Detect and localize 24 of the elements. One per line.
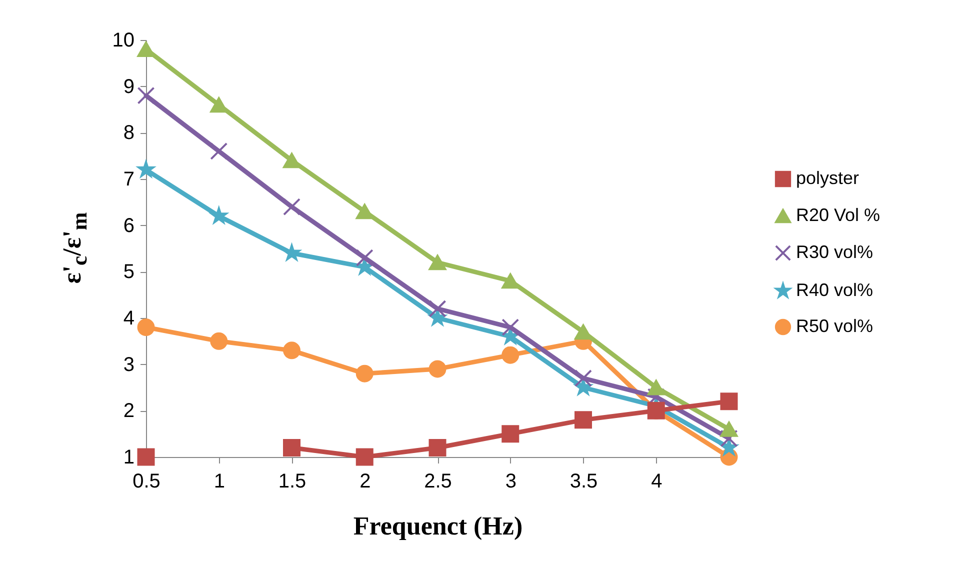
x-tick-label: 0.5: [132, 470, 160, 492]
legend-label: R20 Vol %: [796, 205, 880, 225]
y-tick-label: 5: [123, 261, 134, 284]
y-tick-label: 2: [123, 400, 134, 422]
x-tick-label: 3.5: [570, 470, 598, 492]
y-tick-label: 4: [123, 308, 134, 330]
y-tick-label: 1: [123, 446, 134, 468]
legend-label: R30 vol%: [796, 242, 874, 262]
y-tick-label: 10: [112, 30, 134, 52]
x-tick-label: 3: [505, 470, 516, 492]
y-tick-label: 6: [123, 214, 134, 237]
x-tick-label: 1: [214, 470, 225, 492]
y-tick-label: 8: [123, 122, 134, 144]
x-tick-label: 4: [651, 470, 662, 492]
legend-label: R40 vol%: [796, 280, 874, 300]
x-tick-label: 1.5: [278, 470, 306, 492]
y-tick-label: 9: [123, 76, 134, 98]
y-tick-label: 7: [123, 168, 134, 190]
legend-label: R50 vol%: [796, 316, 874, 336]
x-tick-label: 2.5: [424, 470, 452, 492]
legend-label: polyster: [796, 168, 860, 188]
x-tick-label: 2: [360, 470, 371, 492]
x-axis-title: Frequenct (Hz): [353, 512, 523, 540]
y-tick-label: 3: [123, 354, 134, 376]
